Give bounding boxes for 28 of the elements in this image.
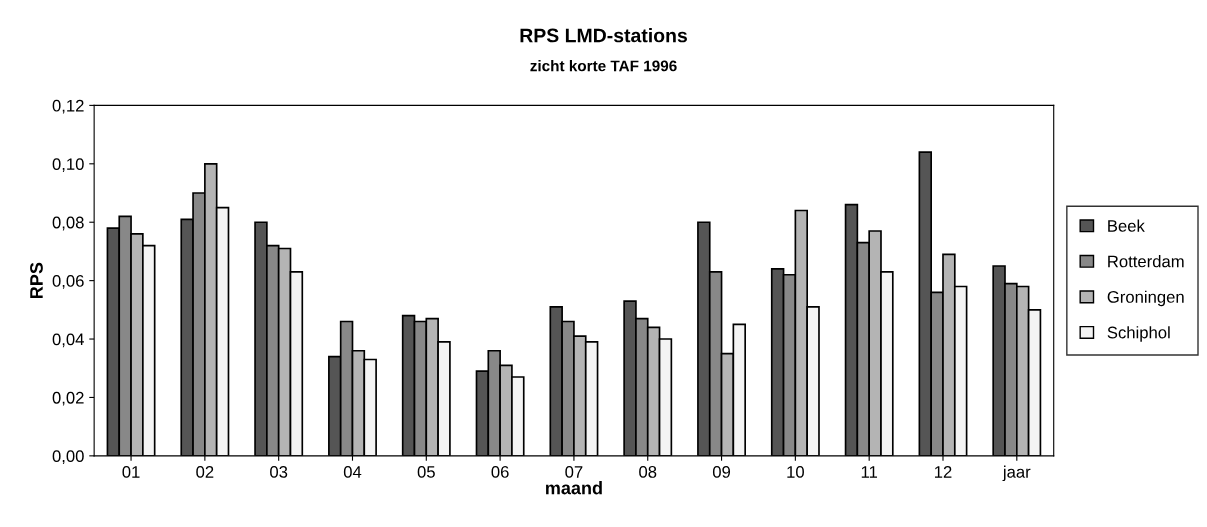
legend-label: Schiphol xyxy=(1107,326,1170,342)
chart-subtitle: zicht korte TAF 1996 xyxy=(530,60,677,72)
legend-label: Groningen xyxy=(1107,290,1184,307)
legend-label: Rotterdam xyxy=(1108,255,1184,268)
x-tick-label: 10 xyxy=(787,466,804,478)
x-tick-label: 02 xyxy=(196,466,214,478)
x-tick-label: 11 xyxy=(861,466,878,478)
y-tick-label: 0,00 xyxy=(52,450,84,465)
x-tick-label: 04 xyxy=(343,466,362,478)
chart-title: RPS LMD-stations xyxy=(520,28,687,43)
y-tick-label: 0,12 xyxy=(52,99,84,114)
y-axis-title: RPS xyxy=(30,262,43,298)
y-tick-label: 0,06 xyxy=(52,275,84,289)
x-tick-label: jaar xyxy=(1002,465,1031,482)
x-tick-label: 01 xyxy=(122,466,140,478)
x-tick-label: 07 xyxy=(565,466,583,478)
x-tick-label: 06 xyxy=(491,466,509,478)
y-tick-label: 0,08 xyxy=(52,216,84,231)
x-tick-label: 12 xyxy=(934,466,952,478)
x-tick-label: 05 xyxy=(417,466,435,478)
x-tick-label: 08 xyxy=(639,466,657,478)
y-tick-label: 0,02 xyxy=(52,391,84,406)
x-tick-label: 09 xyxy=(712,466,731,478)
legend-label: Beek xyxy=(1108,219,1145,232)
x-axis-title: maand xyxy=(546,481,602,495)
y-tick-label: 0,04 xyxy=(52,333,84,348)
y-tick-label: 0,10 xyxy=(52,158,84,172)
x-tick-label: 03 xyxy=(270,466,288,478)
